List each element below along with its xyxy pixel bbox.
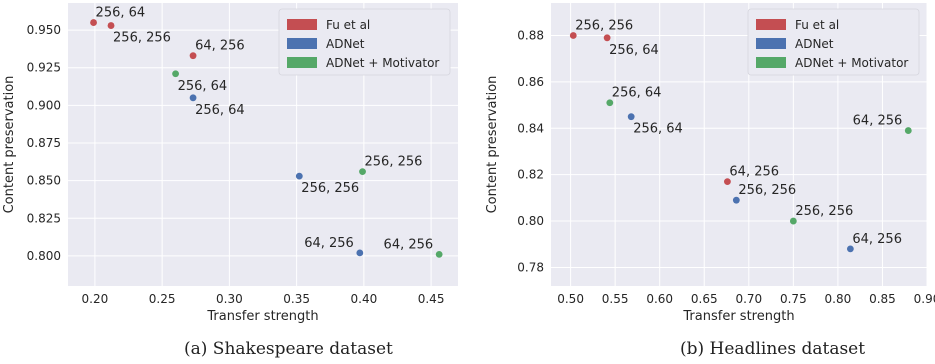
- y-tick-label: 0.850: [27, 174, 61, 188]
- y-axis-label: Content preservation: [2, 76, 17, 214]
- point-label: 64, 256: [195, 39, 245, 54]
- x-tick-label: 0.55: [602, 292, 629, 306]
- x-tick-label: 0.75: [780, 292, 807, 306]
- x-tick-label: 0.25: [149, 292, 176, 306]
- data-point: [172, 70, 179, 78]
- x-tick-label: 0.70: [735, 292, 762, 306]
- figure-caption: (b) Headlines dataset: [680, 339, 865, 359]
- chart-b: 0.50 0.55 0.60 0.65 0.70 0.75 0.80 0.85 0.90 0.78…: [485, 3, 935, 359]
- data-point: [107, 22, 115, 29]
- point-label: 64, 256: [304, 236, 354, 251]
- y-tick-label: 0.950: [27, 23, 61, 37]
- x-axis-label: Transfer strength: [206, 309, 318, 324]
- data-point: [606, 99, 614, 107]
- legend-label: ADNet + Motivator: [326, 56, 439, 70]
- legend-swatch: [756, 19, 786, 30]
- y-tick-label: 0.86: [517, 75, 544, 89]
- y-tick-label: 0.78: [517, 260, 544, 274]
- x-tick-label: 0.50: [557, 292, 584, 306]
- point-label: 256, 256: [575, 18, 633, 33]
- point-label: 256, 256: [365, 155, 423, 170]
- point-label: 256, 64: [633, 122, 683, 137]
- point-label: 256, 256: [795, 204, 853, 219]
- point-label: 64, 256: [384, 237, 434, 252]
- data-point: [627, 113, 635, 121]
- legend-label: Fu et al: [326, 18, 370, 32]
- data-point: [569, 32, 577, 39]
- data-point: [359, 168, 366, 175]
- x-tick-label: 0.45: [418, 292, 445, 306]
- data-point: [603, 34, 611, 42]
- y-tick-label: 0.800: [27, 249, 61, 263]
- x-axis-label: Transfer strength: [682, 309, 794, 324]
- y-tick-label: 0.82: [517, 168, 544, 182]
- legend: [747, 8, 920, 76]
- x-tick-label: 0.35: [283, 292, 310, 306]
- x-tick-label: 0.60: [646, 292, 673, 306]
- legend-swatch: [756, 38, 786, 49]
- data-point: [189, 52, 197, 60]
- point-label: 64, 256: [853, 114, 903, 129]
- point-label: 256, 64: [178, 79, 228, 94]
- legend-label: ADNet: [326, 37, 365, 51]
- point-label: 256, 64: [609, 43, 659, 58]
- y-tick-label: 0.875: [27, 136, 61, 150]
- point-label: 256, 64: [195, 103, 245, 118]
- y-tick-label: 0.900: [27, 98, 61, 112]
- y-tick-label: 0.84: [517, 121, 544, 135]
- x-tick-label: 0.20: [82, 292, 109, 306]
- legend-label: Fu et al: [795, 18, 839, 32]
- point-label: 256, 64: [612, 86, 662, 101]
- data-point: [90, 19, 97, 26]
- y-tick-label: 0.925: [27, 61, 61, 75]
- x-tick-label: 0.40: [351, 292, 378, 306]
- legend: [278, 8, 451, 76]
- chart-a: 0.20 0.25 0.30 0.35 0.40 0.45 0.800 0.825 0.850 0…: [2, 3, 458, 359]
- legend-swatch: [756, 57, 786, 68]
- point-label: 256, 256: [738, 183, 796, 198]
- x-tick-label: 0.90: [914, 292, 935, 306]
- legend-swatch: [287, 19, 317, 30]
- x-tick-label: 0.85: [869, 292, 896, 306]
- legend-label: ADNet + Motivator: [795, 56, 908, 70]
- data-point: [732, 196, 740, 204]
- point-label: 256, 64: [96, 6, 146, 21]
- y-tick-label: 0.88: [517, 28, 544, 42]
- data-point: [435, 250, 443, 258]
- data-point: [789, 217, 797, 225]
- data-point: [904, 127, 912, 134]
- data-point: [724, 178, 731, 186]
- data-point: [846, 245, 854, 253]
- point-label: 256, 256: [301, 181, 359, 196]
- point-label: 256, 256: [113, 31, 171, 46]
- x-tick-label: 0.30: [216, 292, 243, 306]
- data-point: [295, 172, 303, 180]
- y-tick-label: 0.80: [517, 214, 544, 228]
- legend-label: ADNet: [795, 37, 834, 51]
- x-tick-label: 0.80: [825, 292, 852, 306]
- figure-caption: (a) Shakespeare dataset: [184, 339, 393, 359]
- y-tick-label: 0.825: [27, 211, 61, 225]
- legend-swatch: [287, 57, 317, 68]
- point-label: 64, 256: [852, 232, 902, 247]
- x-tick-label: 0.65: [691, 292, 718, 306]
- legend-swatch: [287, 38, 317, 49]
- y-axis-label: Content preservation: [485, 76, 500, 214]
- data-point: [356, 249, 364, 257]
- point-label: 64, 256: [729, 165, 779, 180]
- data-point: [189, 94, 197, 102]
